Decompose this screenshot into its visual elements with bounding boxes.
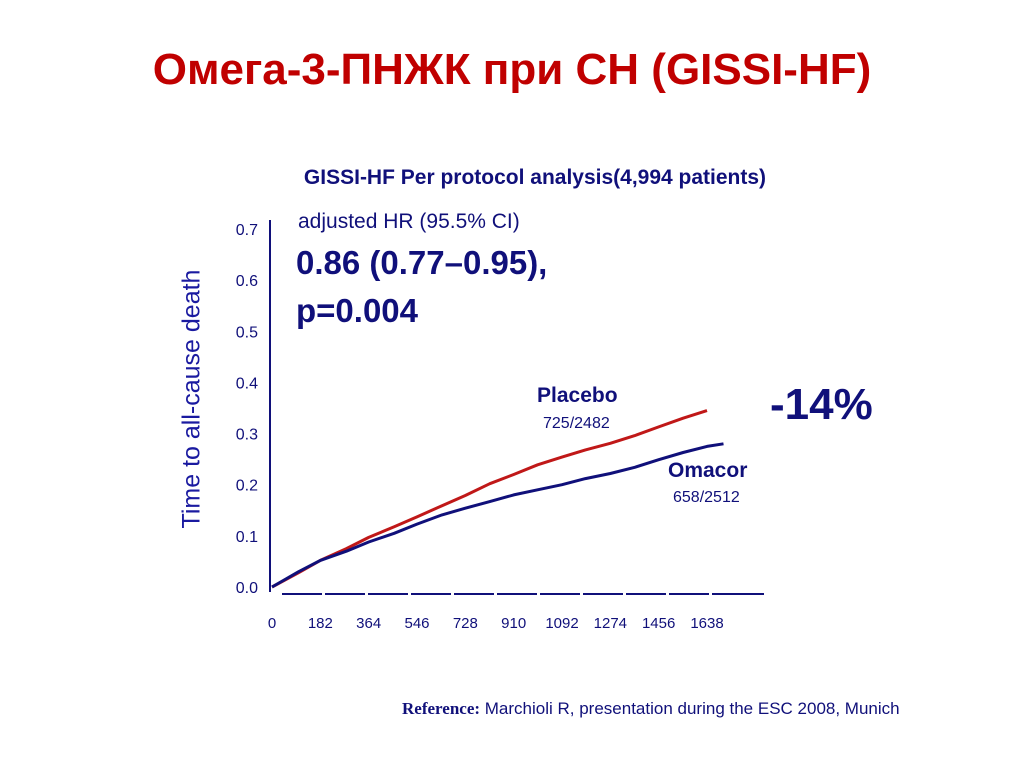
x-tick-label: 1456 [642,615,675,632]
reference-text: Marchioli R, presentation during the ESC… [484,699,900,718]
y-tick-labels: 0.0 0.1 0.2 0.3 0.4 0.5 0.6 0.7 [236,222,258,597]
reference: Reference: Marchioli R, presentation dur… [402,699,900,719]
x-tick-label: 1274 [594,615,627,632]
chart-title: GISSI-HF Per protocol analysis(4,994 pat… [303,166,767,189]
x-tick-label: 182 [308,615,333,632]
x-tick-label: 0 [268,615,276,632]
omacor-label: Omacor [668,459,748,482]
page-title: Омега-3-ПНЖК при СН (GISSI-HF) [152,45,872,94]
y-tick-label: 0.4 [236,375,258,392]
x-tick-label: 910 [501,615,526,632]
reference-prefix: Reference: [402,699,481,718]
y-tick-label: 0.6 [236,273,258,290]
p-value: p=0.004 [296,292,419,329]
series-line-placebo [271,409,708,589]
risk-reduction: -14% [770,380,873,429]
y-tick-label: 0.3 [236,427,258,444]
series-line-omacor [271,442,724,589]
hr-value: 0.86 (0.77–0.95), [296,244,548,281]
x-tick-label: 546 [404,615,429,632]
x-tick-label: 1092 [545,615,578,632]
x-tick-label: 728 [453,615,478,632]
omacor-events: 658/2512 [673,489,740,506]
x-tick-labels: 0 182 364 546 728 910 1092 1274 1456 1638 [268,615,724,632]
hr-label: adjusted HR (95.5% CI) [298,210,520,233]
series-lines [271,409,724,589]
x-tick-label: 364 [356,615,381,632]
x-tick-label: 1638 [690,615,723,632]
y-tick-label: 0.0 [236,580,258,597]
placebo-events: 725/2482 [543,415,610,432]
y-tick-label: 0.7 [236,222,258,239]
y-tick-label: 0.5 [236,324,258,341]
y-tick-label: 0.1 [236,529,258,546]
y-tick-label: 0.2 [236,478,258,495]
placebo-label: Placebo [537,384,618,407]
